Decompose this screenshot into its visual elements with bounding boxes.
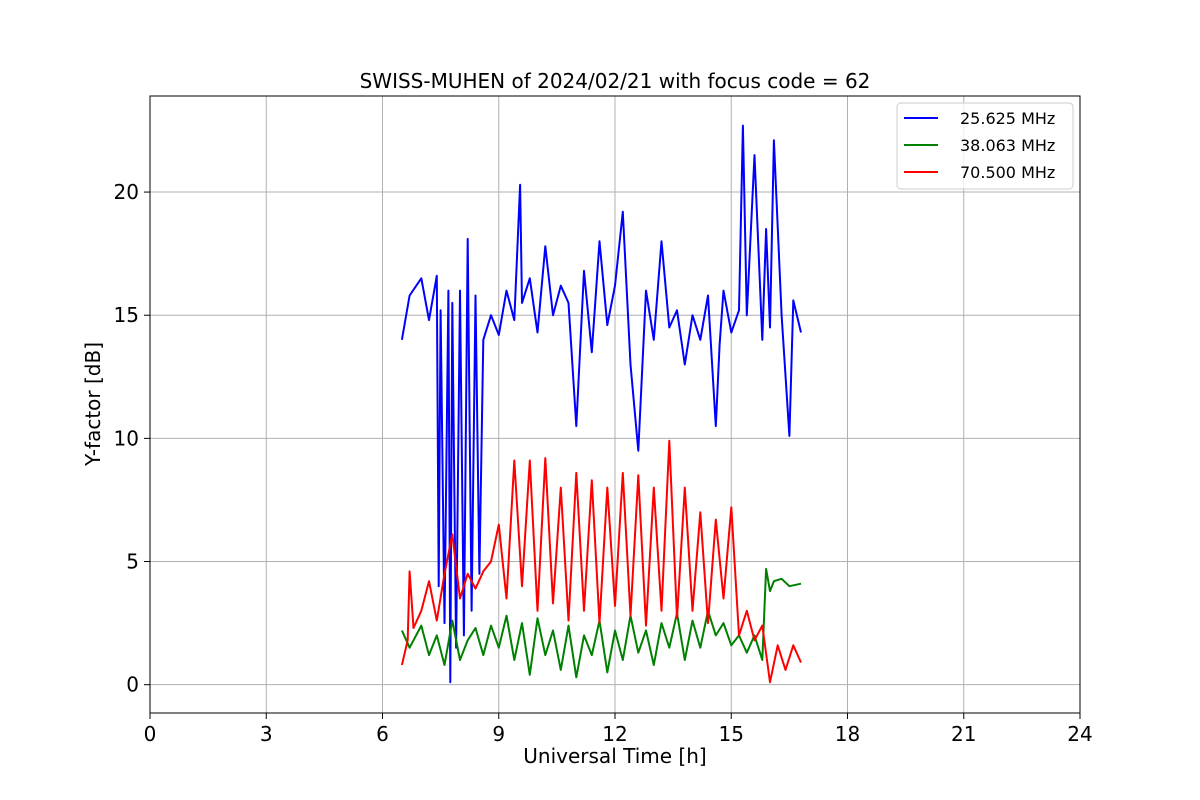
x-tick-label: 24 [1067, 722, 1092, 746]
series-layer [400, 124, 802, 684]
x-tick-label: 18 [835, 722, 860, 746]
legend-label-38mhz: 38.063 MHz [960, 136, 1055, 155]
x-tick-label: 21 [951, 722, 976, 746]
series-line-2 [400, 439, 802, 684]
legend: 25.625 MHz 38.063 MHz 70.500 MHz [896, 102, 1074, 190]
y-axis-label: Y-factor [dB] [81, 342, 105, 467]
y-tick-label: 0 [126, 673, 139, 697]
y-tick-label: 15 [114, 303, 139, 327]
y-tick-label: 10 [114, 426, 139, 450]
y-tick-label: 5 [126, 550, 139, 574]
series-line-0 [400, 124, 802, 684]
series-line-1 [400, 567, 802, 679]
x-tick-label: 12 [602, 722, 627, 746]
legend-label-70mhz: 70.500 MHz [960, 163, 1055, 182]
x-tick-label: 0 [144, 722, 157, 746]
y-tick-label: 20 [114, 180, 139, 204]
tick-layer: 0 3 6 9 12 15 18 21 24 0 5 10 15 20 [114, 180, 1093, 746]
x-axis-label: Universal Time [h] [523, 744, 706, 768]
x-tick-label: 6 [376, 722, 389, 746]
legend-box [896, 102, 1074, 190]
chart-title: SWISS-MUHEN of 2024/02/21 with focus cod… [360, 69, 871, 93]
legend-label-25mhz: 25.625 MHz [960, 109, 1055, 128]
x-tick-label: 3 [260, 722, 273, 746]
x-tick-label: 9 [492, 722, 505, 746]
x-tick-label: 15 [719, 722, 744, 746]
